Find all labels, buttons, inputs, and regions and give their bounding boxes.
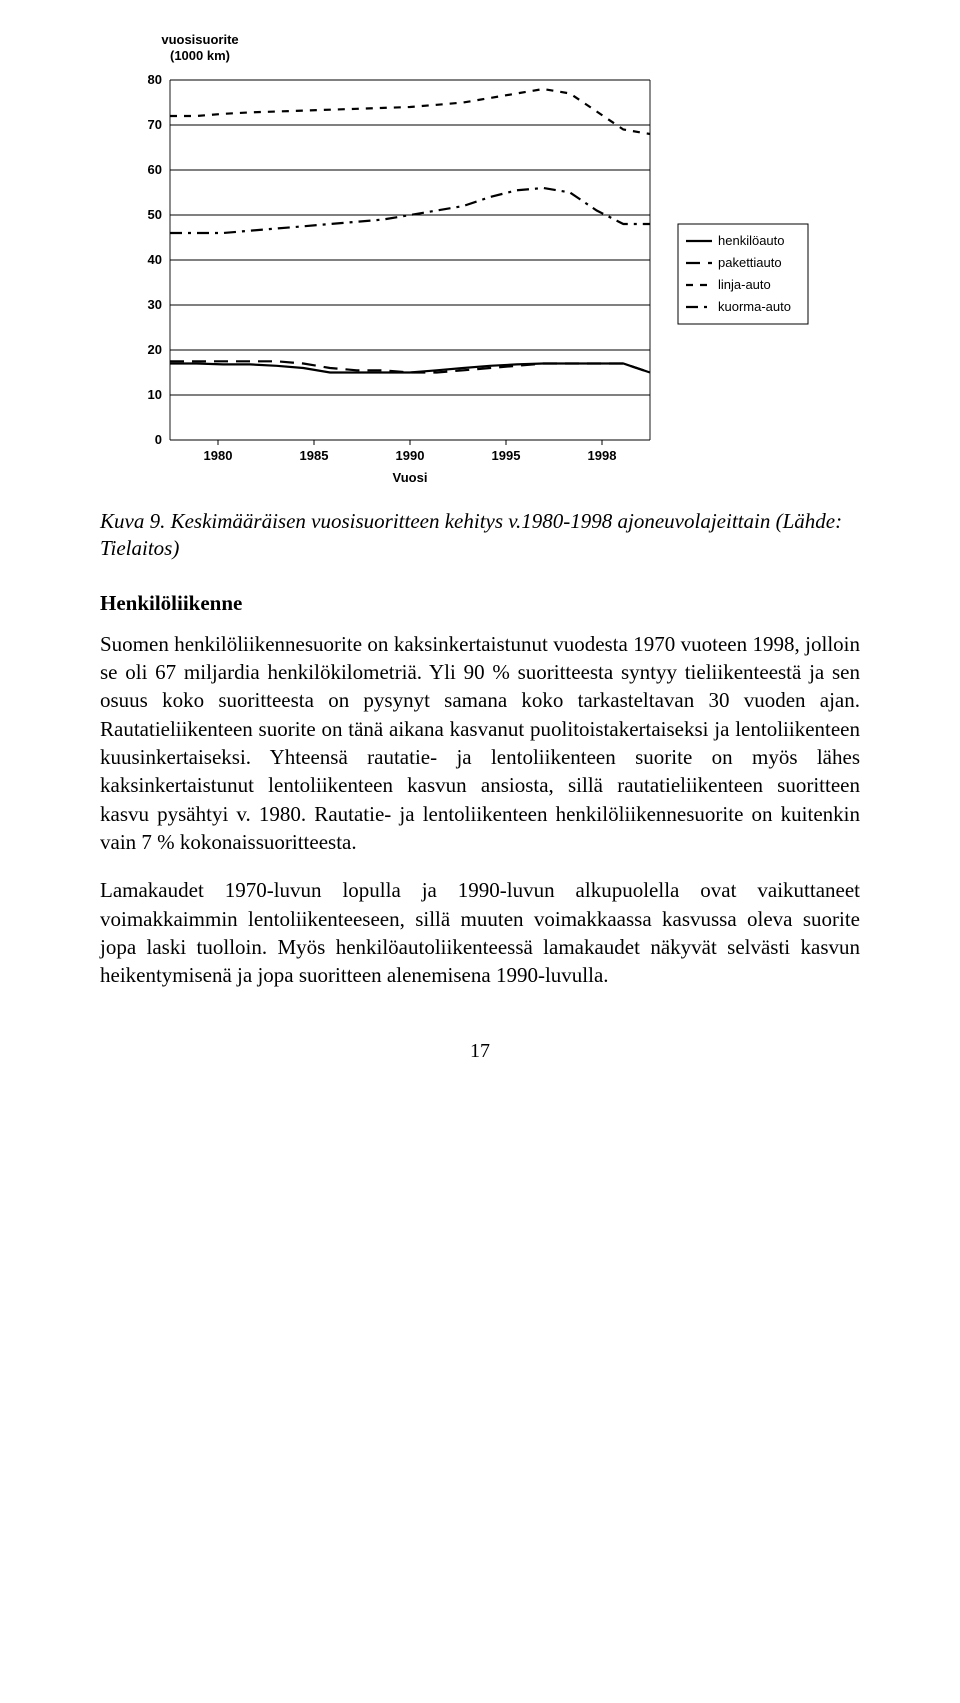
svg-text:henkilöauto: henkilöauto — [718, 233, 785, 248]
svg-text:pakettiauto: pakettiauto — [718, 255, 782, 270]
svg-text:(1000 km): (1000 km) — [170, 48, 230, 63]
section-heading: Henkilöliikenne — [100, 591, 860, 616]
svg-text:10: 10 — [148, 387, 162, 402]
svg-text:30: 30 — [148, 297, 162, 312]
chart-container: vuosisuorite(1000 km) 0 10 20 30 40 50 60 70 80 19… — [100, 30, 860, 490]
page-number: 17 — [100, 1040, 860, 1063]
svg-text:40: 40 — [148, 252, 162, 267]
figure-caption: Kuva 9. Keskimääräisen vuosisuoritteen k… — [100, 508, 860, 563]
svg-text:Vuosi: Vuosi — [393, 470, 428, 485]
svg-text:kuorma-auto: kuorma-auto — [718, 299, 791, 314]
svg-text:50: 50 — [148, 207, 162, 222]
svg-text:1990: 1990 — [396, 448, 425, 463]
svg-text:vuosisuorite: vuosisuorite — [161, 32, 238, 47]
svg-text:80: 80 — [148, 72, 162, 87]
vuosisuorite-line-chart: vuosisuorite(1000 km) 0 10 20 30 40 50 60 70 80 19… — [100, 30, 840, 490]
svg-text:0: 0 — [155, 432, 162, 447]
svg-text:20: 20 — [148, 342, 162, 357]
svg-text:1985: 1985 — [300, 448, 329, 463]
body-paragraph-1: Suomen henkilöliikennesuorite on kaksink… — [100, 630, 860, 857]
svg-text:linja-auto: linja-auto — [718, 277, 771, 292]
svg-text:1998: 1998 — [588, 448, 617, 463]
svg-text:1980: 1980 — [204, 448, 233, 463]
svg-text:1995: 1995 — [492, 448, 521, 463]
svg-text:60: 60 — [148, 162, 162, 177]
body-paragraph-2: Lamakaudet 1970-luvun lopulla ja 1990-lu… — [100, 876, 860, 989]
svg-text:70: 70 — [148, 117, 162, 132]
